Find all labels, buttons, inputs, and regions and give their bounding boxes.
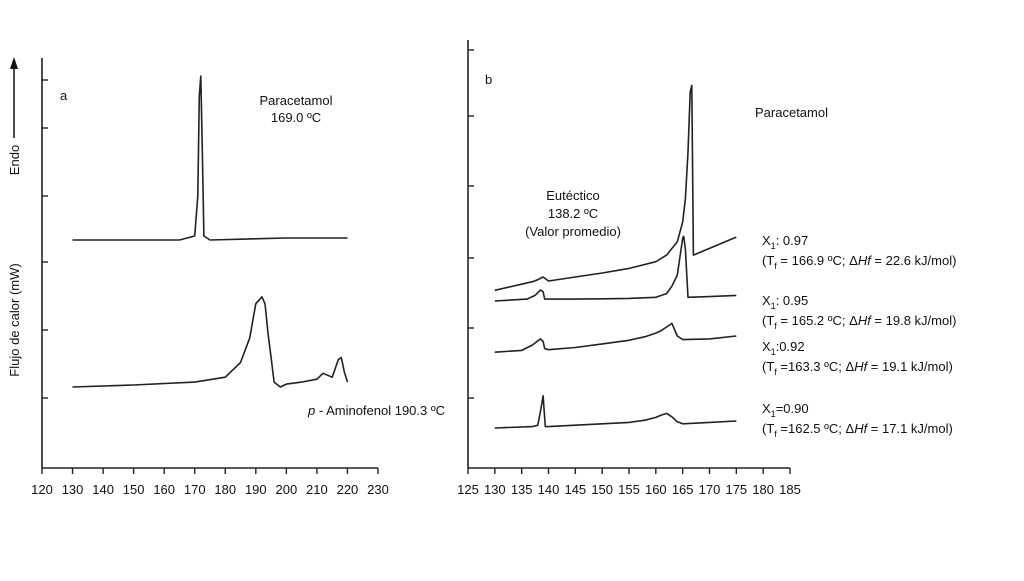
panel-a-x-tick-label: 200	[276, 482, 298, 497]
series-label-detail: (Tf = 166.9 ºC; ΔHf = 22.6 kJ/mol)	[762, 253, 956, 271]
panel-a-x-tick-label: 220	[337, 482, 359, 497]
panel-a-x-ticks: 120 130 140 150 160 170 180 190 200 210 220 230	[31, 468, 389, 497]
series-label-x1: X1=0.90	[762, 401, 809, 419]
panel-a-x-tick-label: 160	[153, 482, 175, 497]
panel-b-curves	[494, 84, 737, 429]
panel-a-paracetamol-temp: 169.0 ºC	[271, 110, 321, 125]
panel-b-x-tick-label: 155	[618, 482, 640, 497]
panel-b-eutectic-note: (Valor promedio)	[525, 224, 621, 239]
panel-b-series-1	[494, 84, 737, 292]
panel-a-x-tick-label: 140	[92, 482, 114, 497]
panel-b-paracetamol-name: Paracetamol	[755, 105, 828, 120]
aminofenol-prefix: p	[307, 403, 315, 418]
panel-b-x-tick-label: 135	[511, 482, 533, 497]
series-label-detail: (Tf =162.5 ºC; ΔHf = 17.1 kJ/mol)	[762, 421, 953, 439]
panel-a-series-2	[72, 295, 349, 388]
panel-b-label: b	[485, 72, 492, 87]
panel-a-x-tick-label: 210	[306, 482, 328, 497]
panel-b: 125 130 135 140 145 150 155 160 165 170 175 180 185 …	[457, 40, 956, 497]
panel-b-eutectic-temp: 138.2 ºC	[548, 206, 598, 221]
panel-a-x-tick-label: 120	[31, 482, 53, 497]
panel-b-eutectic-name: Eutéctico	[546, 188, 599, 203]
panel-a-x-tick-label: 170	[184, 482, 206, 497]
panel-b-series-4	[494, 394, 737, 429]
panel-b-x-tick-label: 165	[672, 482, 694, 497]
panel-a-label: a	[60, 88, 68, 103]
panel-b-x-tick-label: 150	[591, 482, 613, 497]
panel-b-x-tick-label: 175	[725, 482, 747, 497]
panel-b-x-tick-label: 125	[457, 482, 479, 497]
panel-b-x-ticks: 125 130 135 140 145 150 155 160 165 170 175 180 185	[457, 468, 801, 497]
panel-b-x-tick-label: 185	[779, 482, 801, 497]
y-axis-label: Flujo de calor (mW)	[7, 263, 22, 376]
aminofenol-text: - Aminofenol 190.3 ºC	[315, 403, 445, 418]
series-label-detail: (Tf =163.3 ºC; ΔHf = 19.1 kJ/mol)	[762, 359, 953, 377]
panel-b-series-2	[494, 235, 737, 302]
series-label-x1: X1: 0.95	[762, 293, 808, 311]
panel-a-x-tick-label: 150	[123, 482, 145, 497]
panel-b-y-ticks	[468, 49, 474, 399]
series-label-detail: (Tf = 165.2 ºC; ΔHf = 19.8 kJ/mol)	[762, 313, 956, 331]
series-label-x1: X1: 0.97	[762, 233, 808, 251]
panel-b-x-tick-label: 145	[564, 482, 586, 497]
panel-a-y-ticks	[42, 79, 48, 399]
panel-b-x-tick-label: 170	[699, 482, 721, 497]
panel-a-aminofenol-label: p - Aminofenol 190.3 ºC	[307, 403, 445, 418]
endo-label: Endo	[7, 145, 22, 175]
series-label-x1: X1:0.92	[762, 339, 805, 357]
panel-a-x-tick-label: 130	[62, 482, 84, 497]
endo-arrow-icon	[10, 57, 18, 69]
panel-b-series-labels: X1: 0.97 (Tf = 166.9 ºC; ΔHf = 22.6 kJ/mo…	[762, 233, 956, 439]
panel-b-x-tick-label: 180	[752, 482, 774, 497]
panel-a: 120 130 140 150 160 170 180 190 200 210 220 230 a P…	[31, 58, 445, 497]
panel-a-curves	[72, 75, 349, 388]
panel-b-x-tick-label: 140	[538, 482, 560, 497]
panel-a-x-tick-label: 180	[214, 482, 236, 497]
panel-a-x-tick-label: 190	[245, 482, 267, 497]
panel-b-x-tick-label: 160	[645, 482, 667, 497]
panel-b-series-3	[494, 322, 737, 353]
panel-a-paracetamol-name: Paracetamol	[260, 93, 333, 108]
panel-a-x-tick-label: 230	[367, 482, 389, 497]
panel-b-x-tick-label: 130	[484, 482, 506, 497]
panel-a-series-1	[72, 75, 348, 241]
